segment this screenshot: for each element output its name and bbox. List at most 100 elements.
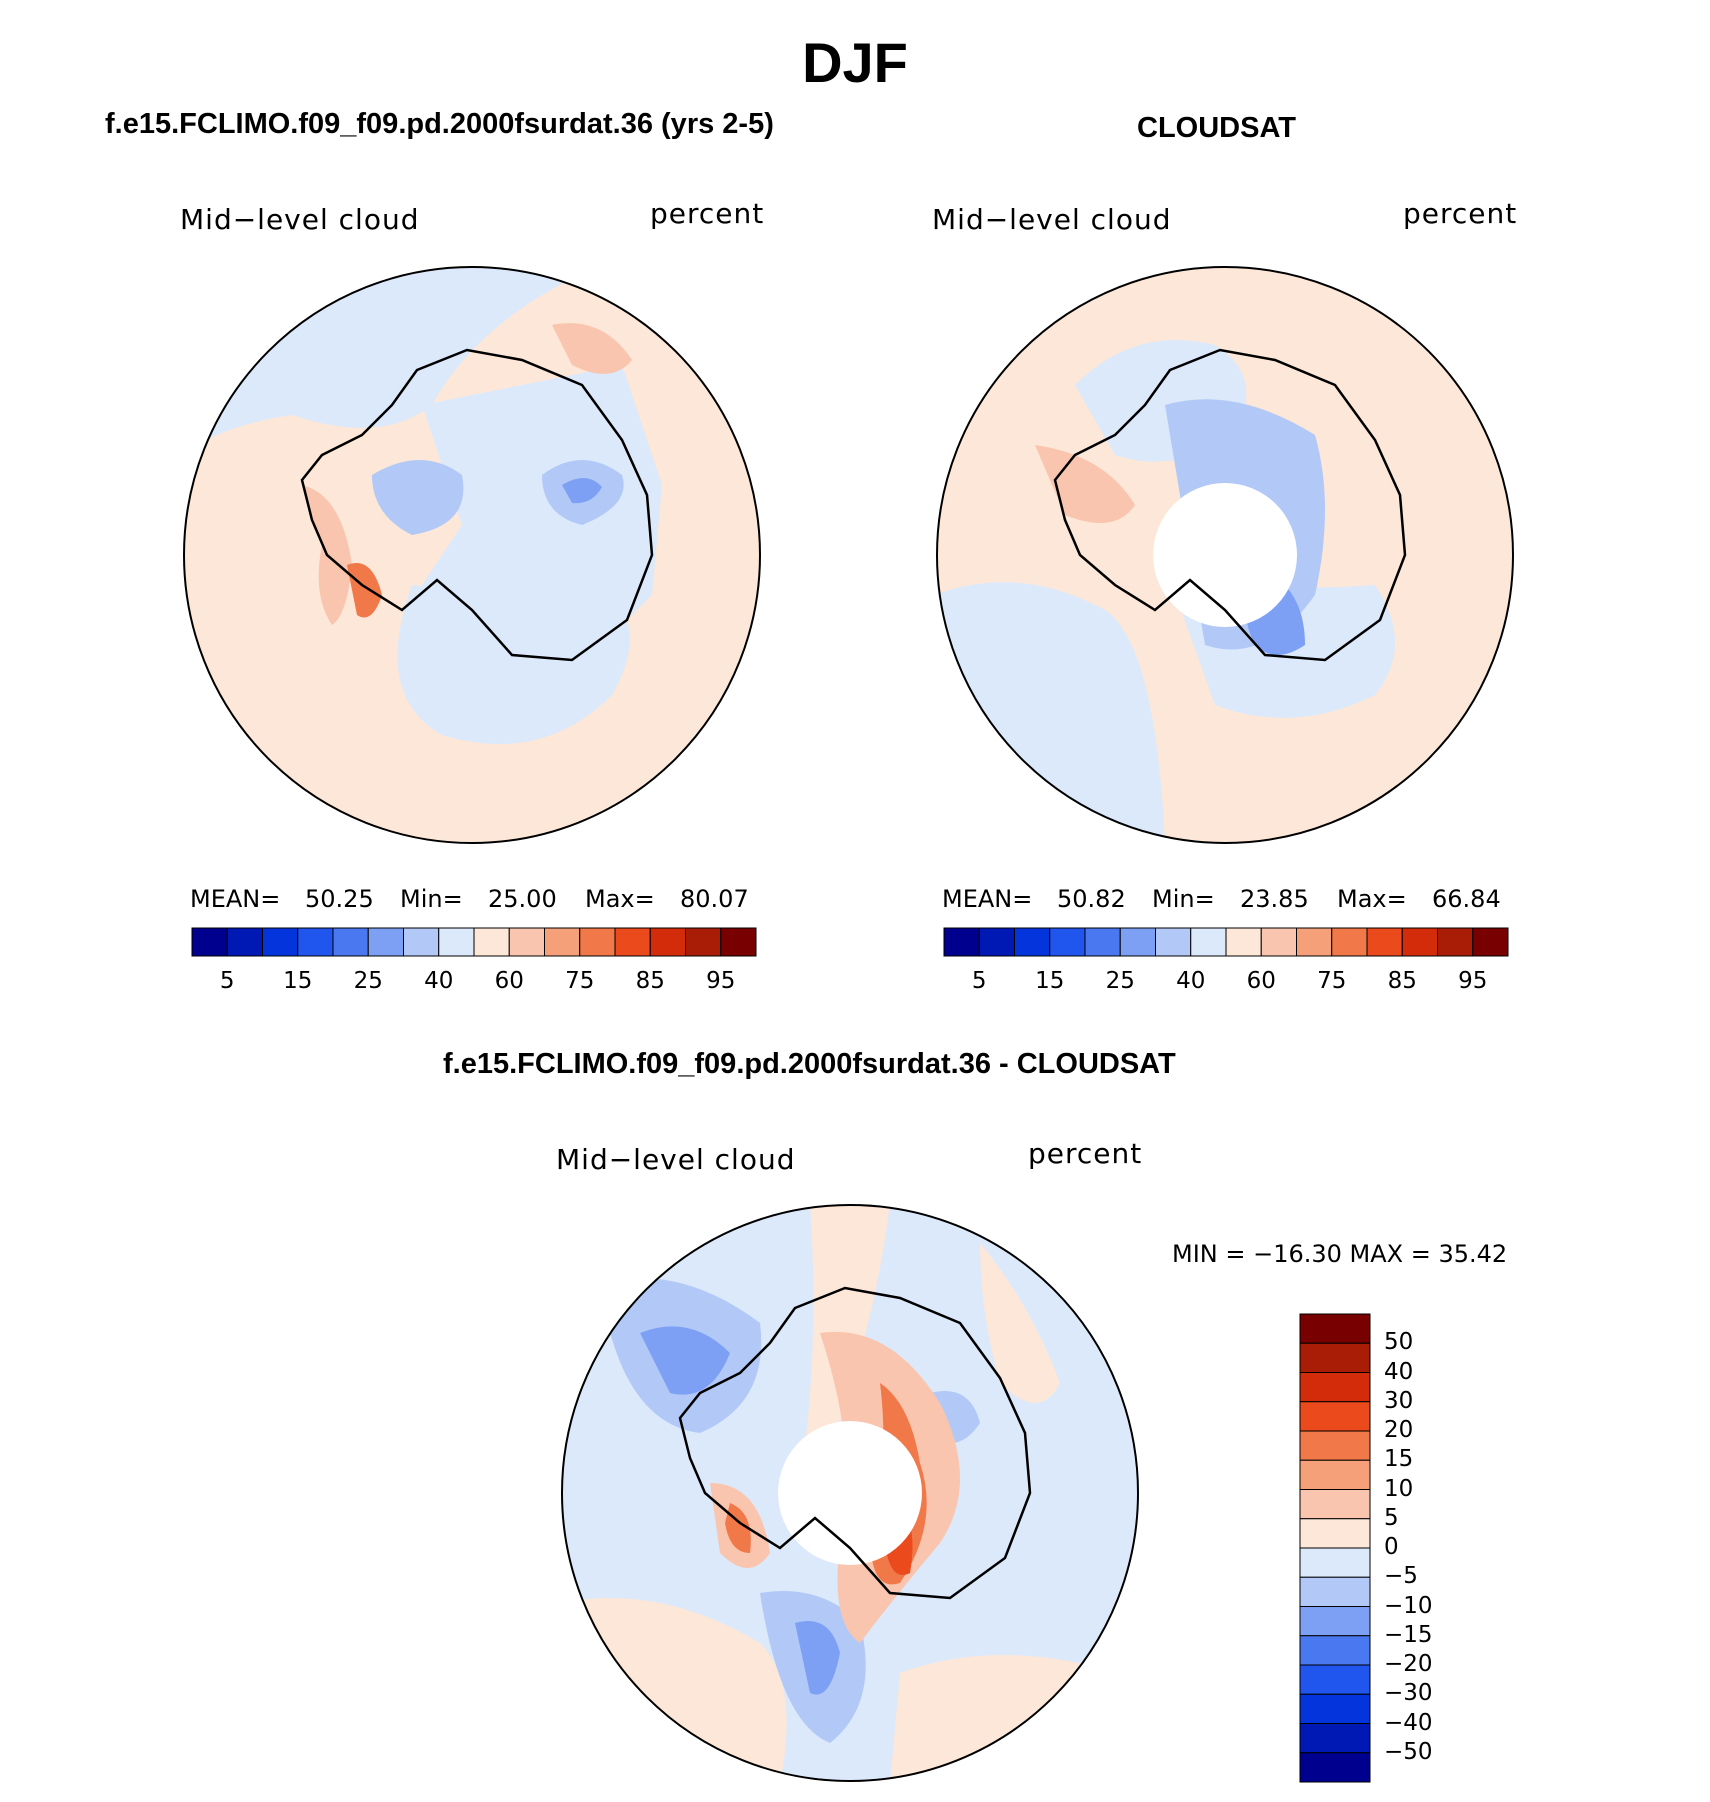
colorbar-swatch [1299, 1430, 1371, 1461]
panel2-min-value: 23.85 [1240, 885, 1309, 913]
colorbar-swatch [1299, 1664, 1371, 1695]
colorbar-tick-label: 40 [424, 968, 454, 994]
panel3-warm-band-ne [980, 1243, 1060, 1403]
colorbar-swatch [1299, 1372, 1371, 1403]
colorbar-tick-label: 10 [1384, 1475, 1414, 1502]
colorbar-swatch [1299, 1693, 1371, 1724]
colorbar-swatch [544, 927, 581, 957]
panel3-coastline [678, 1286, 1032, 1600]
colorbar-swatch [367, 927, 404, 957]
colorbar-swatch [1260, 927, 1297, 957]
colorbar-tick-label: 75 [565, 968, 595, 994]
colorbar-tick-label: 5 [971, 968, 987, 994]
colorbar-swatch [1014, 927, 1051, 957]
panel2-mean-label: MEAN= [942, 885, 1033, 913]
colorbar-tick-label: −5 [1384, 1563, 1418, 1590]
colorbar-tick-label: 30 [1384, 1387, 1414, 1414]
panel2-polar-data-gap [1153, 483, 1297, 627]
colorbar-swatch [978, 927, 1015, 957]
colorbar-swatch [403, 927, 440, 957]
colorbar-tick-label: 15 [283, 968, 313, 994]
colorbar-swatch [1299, 1635, 1371, 1666]
figure-title: DJF [802, 31, 908, 94]
colorbar-swatch [1331, 927, 1368, 957]
panel1-mean-value: 50.25 [305, 885, 374, 913]
panel1-mean-label: MEAN= [190, 885, 281, 913]
colorbar-swatch [1299, 1576, 1371, 1607]
colorbar-swatch [438, 927, 475, 957]
panel1-cool-patch-1 [372, 460, 464, 535]
panel3-minmax: MIN = −16.30 MAX = 35.42 [1172, 1240, 1508, 1268]
colorbar-swatch [1299, 1459, 1371, 1490]
colorbar-swatch [1299, 1489, 1371, 1520]
colorbar-tick-label: 95 [706, 968, 736, 994]
panel1-warm-patch-ne [552, 323, 632, 374]
panel3-cool-core-nw [640, 1326, 730, 1395]
colorbar-tick-label: 85 [635, 968, 665, 994]
colorbar-swatch [1299, 1752, 1371, 1783]
panel2-max-value: 66.84 [1432, 885, 1501, 913]
panel3-polar-data-gap [778, 1421, 922, 1565]
panel3-variable-label: Mid−level cloud [556, 1143, 796, 1176]
colorbar-swatch [1225, 927, 1262, 957]
colorbar-tick-label: 40 [1176, 968, 1206, 994]
colorbar-swatch [332, 927, 369, 957]
colorbar-swatch [579, 927, 616, 957]
colorbar-tick-label: 60 [1246, 968, 1276, 994]
colorbar-swatch [1299, 1342, 1371, 1373]
colorbar-swatch [1472, 927, 1509, 957]
colorbar-tick-label: 5 [1384, 1504, 1399, 1531]
colorbar-swatch [262, 927, 299, 957]
panel3-title: f.e15.FCLIMO.f09_f09.pd.2000fsurdat.36 -… [443, 1048, 1176, 1080]
panel3-units-label: percent [1028, 1137, 1143, 1170]
panel2-variable-label: Mid−level cloud [932, 203, 1172, 236]
panel3-colorbar-ticks: 50 40 30 20 15 10 5 0 −5 −10 −15 −20 −30 −40 −50 [1384, 1314, 1484, 1782]
panel2-map-boundary [936, 266, 1514, 844]
colorbar-tick-label: 75 [1317, 968, 1347, 994]
panel1-cool-core [562, 477, 602, 504]
panel3-polar-map [561, 1204, 1139, 1782]
colorbar-tick-label: 40 [1384, 1358, 1414, 1385]
panel2-colorbar-ticks: 5 15 25 40 60 75 85 95 [944, 968, 1508, 998]
panel2-min-label: Min= [1152, 885, 1215, 913]
colorbar-swatch [1119, 927, 1156, 957]
colorbar-swatch [1401, 927, 1438, 957]
colorbar-swatch [1084, 927, 1121, 957]
colorbar-tick-label: −20 [1384, 1651, 1433, 1677]
panel1-map-boundary [183, 266, 761, 844]
colorbar-tick-label: −10 [1384, 1592, 1433, 1619]
colorbar-swatch [1299, 1606, 1371, 1637]
colorbar-tick-label: 50 [1384, 1329, 1414, 1356]
colorbar-tick-label: 15 [1384, 1446, 1414, 1473]
colorbar-swatch [1299, 1547, 1371, 1578]
colorbar-swatch [614, 927, 651, 957]
colorbar-swatch [297, 927, 334, 957]
panel1-max-value: 80.07 [680, 885, 749, 913]
panel2-coastline [1053, 348, 1407, 662]
panel1-units-label: percent [650, 197, 765, 230]
colorbar-swatch [1296, 927, 1333, 957]
panel1-max-label: Max= [585, 885, 655, 913]
panel1-colorbar-ticks: 5 15 25 40 60 75 85 95 [192, 968, 756, 998]
colorbar-tick-label: 0 [1384, 1534, 1399, 1560]
colorbar-swatch [649, 927, 686, 957]
colorbar-swatch [1190, 927, 1227, 957]
panel1-min-value: 25.00 [488, 885, 557, 913]
colorbar-tick-label: 5 [219, 968, 235, 994]
colorbar-swatch [685, 927, 722, 957]
colorbar-tick-label: 95 [1458, 968, 1488, 994]
colorbar-swatch [508, 927, 545, 957]
colorbar-tick-label: −50 [1384, 1738, 1433, 1765]
colorbar-swatch [1049, 927, 1086, 957]
colorbar-tick-label: 15 [1035, 968, 1065, 994]
colorbar-swatch [1366, 927, 1403, 957]
colorbar-swatch [1299, 1313, 1371, 1344]
colorbar-tick-label: 20 [1384, 1417, 1414, 1443]
colorbar-tick-label: 60 [494, 968, 524, 994]
colorbar-swatch [1437, 927, 1474, 957]
panel3-colorbar [1299, 1313, 1371, 1783]
panel1-colorbar [191, 927, 757, 957]
colorbar-tick-label: 25 [353, 968, 383, 994]
panel1-polar-map [183, 266, 761, 844]
colorbar-swatch [1299, 1723, 1371, 1754]
